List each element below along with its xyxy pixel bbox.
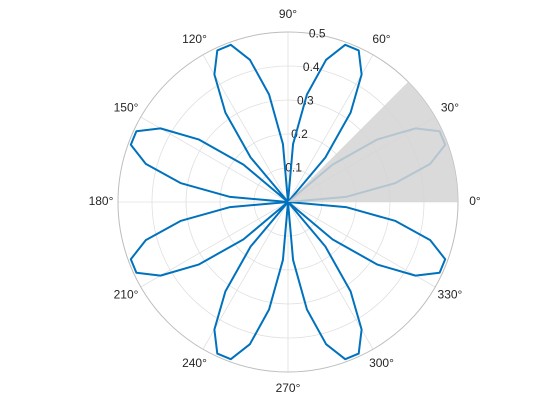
theta-grid-line <box>202 54 289 203</box>
theta-grid-line <box>140 201 289 288</box>
theta-tick-label: 240° <box>182 356 207 370</box>
theta-tick-label: 60° <box>372 32 390 46</box>
theta-grid-line <box>287 201 374 350</box>
shaded-sector <box>288 81 458 202</box>
theta-grid-line <box>287 54 374 203</box>
theta-tick-label: 210° <box>114 288 139 302</box>
theta-tick-label: 120° <box>182 32 207 46</box>
theta-grid-line <box>140 116 289 203</box>
theta-tick-label: 0° <box>469 194 481 208</box>
theta-grid-line <box>202 201 289 350</box>
theta-tick-label: 30° <box>441 101 459 115</box>
theta-grid-line <box>287 201 436 288</box>
theta-tick-label: 270° <box>276 381 301 395</box>
theta-tick-label: 150° <box>114 101 139 115</box>
theta-tick-label: 180° <box>89 194 114 208</box>
r-tick-label: 0.1 <box>285 161 302 175</box>
r-tick-label: 0.4 <box>303 60 320 74</box>
theta-tick-label: 90° <box>279 7 297 21</box>
theta-tick-label: 330° <box>438 288 463 302</box>
r-tick-label: 0.5 <box>309 27 326 41</box>
theta-tick-label: 300° <box>369 356 394 370</box>
